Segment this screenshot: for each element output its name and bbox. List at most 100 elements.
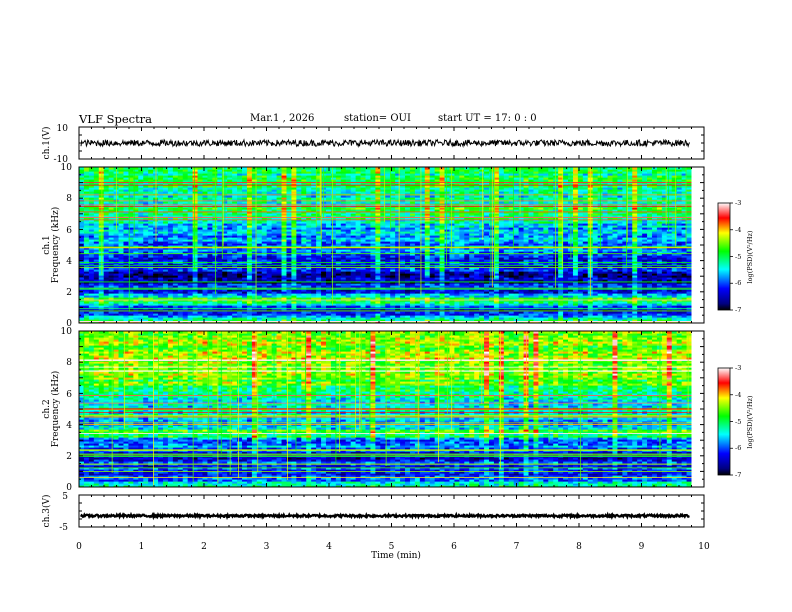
spectrogram-cell <box>306 269 312 272</box>
spectrogram-cell <box>548 283 554 286</box>
spectrogram-cell <box>405 271 411 274</box>
spectrogram-cell <box>98 259 105 262</box>
spectrogram-cell <box>508 283 515 286</box>
spectrogram-cell <box>316 315 322 318</box>
spectrogram-cell <box>375 277 381 280</box>
spectrogram-cell <box>592 251 599 254</box>
spectrogram-cell <box>405 313 411 316</box>
spectrogram-cell <box>637 309 643 312</box>
spectrogram-cell <box>390 303 396 306</box>
spectrogram-cell <box>365 267 372 270</box>
spectrogram-cell <box>419 295 426 298</box>
spectrogram-cell <box>568 277 574 280</box>
spectrogram-cell <box>143 285 149 288</box>
spectrogram-cell <box>479 265 485 268</box>
spectrogram-cell <box>202 257 209 260</box>
spectrogram-cell <box>227 301 233 304</box>
spectrogram-cell <box>251 289 258 292</box>
spectrogram-cell <box>325 275 332 278</box>
spectrogram-cell <box>538 247 544 250</box>
spectrogram-cell <box>237 315 243 318</box>
spectrogram-cell <box>167 245 174 248</box>
spectrogram-cell <box>681 271 688 274</box>
spectrogram-cell <box>133 259 139 262</box>
spectrogram-cell <box>360 277 367 280</box>
spectrogram-cell <box>207 289 213 292</box>
spectrogram-cell <box>661 297 668 300</box>
spectrogram-cell <box>370 289 376 292</box>
spectrogram-cell <box>651 311 658 314</box>
spectrogram-cell <box>582 249 589 252</box>
spectrogram-cell <box>242 251 248 254</box>
spectrogram-cell <box>123 305 129 308</box>
spectrogram-cell <box>375 255 381 258</box>
spectrogram-cell <box>459 285 465 288</box>
spectrogram-cell <box>405 265 411 268</box>
spectrogram-cell <box>558 255 564 258</box>
spectrogram-cell <box>642 313 648 316</box>
spectrogram-cell <box>493 257 500 260</box>
spectrogram-cell <box>676 273 683 276</box>
spectrogram-cell <box>325 243 332 246</box>
spectrogram-cell <box>301 303 307 306</box>
spectrogram-cell <box>508 303 515 306</box>
spectrogram-cell <box>444 315 451 318</box>
spectrogram-cell <box>464 277 470 280</box>
spectrogram-cell <box>207 291 213 294</box>
spectrogram-cell <box>449 245 455 248</box>
spectrogram-cell <box>395 313 401 316</box>
spectrogram-cell <box>577 303 584 306</box>
spectrogram-cell <box>454 251 460 254</box>
spectrogram-cell <box>232 275 238 278</box>
spectrogram-cell <box>548 309 554 312</box>
spectrogram-cell <box>93 247 100 250</box>
spectrogram-cell <box>118 275 125 278</box>
spectrogram-cell <box>602 289 609 292</box>
spectrogram-cell <box>83 249 90 252</box>
spectrogram-cell <box>469 305 475 308</box>
spectrogram-cell <box>286 259 292 262</box>
spectrogram-cell <box>508 297 515 300</box>
spectrogram-cell <box>666 251 673 254</box>
spectrogram-cell <box>266 291 273 294</box>
spectrogram-cell <box>340 275 347 278</box>
spectrogram-cell <box>143 319 149 322</box>
spectrogram-cell <box>291 255 297 258</box>
spectrogram-cell <box>335 319 342 322</box>
spectrogram-cell <box>563 315 569 318</box>
spectrogram-cell <box>138 291 144 294</box>
spectrogram-cell <box>276 245 283 248</box>
spectrogram-cell <box>365 263 372 266</box>
spectrogram-cell <box>192 317 199 320</box>
spectrogram-cell <box>242 311 248 314</box>
spectrogram-cell <box>563 301 569 304</box>
spectrogram-cell <box>261 271 268 274</box>
spectrogram-cell <box>261 273 268 276</box>
spectrogram-cell <box>647 309 653 312</box>
spectrogram-cell <box>637 259 643 262</box>
spectrogram-cell <box>108 247 115 250</box>
spectrogram-cell <box>261 315 268 318</box>
spectrogram-cell <box>622 315 628 318</box>
spectrogram-cell <box>380 279 386 282</box>
spectrogram-cell <box>612 311 619 314</box>
spectrogram-cell <box>528 273 535 276</box>
spectrogram-cell <box>439 259 446 262</box>
spectrogram-cell <box>98 315 105 318</box>
spectrogram-cell <box>311 273 317 276</box>
spectrogram-cell <box>182 319 189 322</box>
spectrogram-cell <box>83 279 90 282</box>
spectrogram-cell <box>202 301 209 304</box>
spectrogram-cell <box>577 273 584 276</box>
spectrogram-cell <box>232 301 238 304</box>
spectrogram-cell <box>474 249 480 252</box>
spectrogram-cell <box>503 277 510 280</box>
spectrogram-cell <box>79 241 85 244</box>
spectrogram-cell <box>454 271 460 274</box>
spectrogram-cell <box>513 271 520 274</box>
spectrogram-cell <box>484 263 490 266</box>
spectrogram-cell <box>325 273 332 276</box>
spectrogram-cell <box>182 263 189 266</box>
spectrogram-cell <box>242 253 248 256</box>
spectrogram-cell <box>291 315 297 318</box>
